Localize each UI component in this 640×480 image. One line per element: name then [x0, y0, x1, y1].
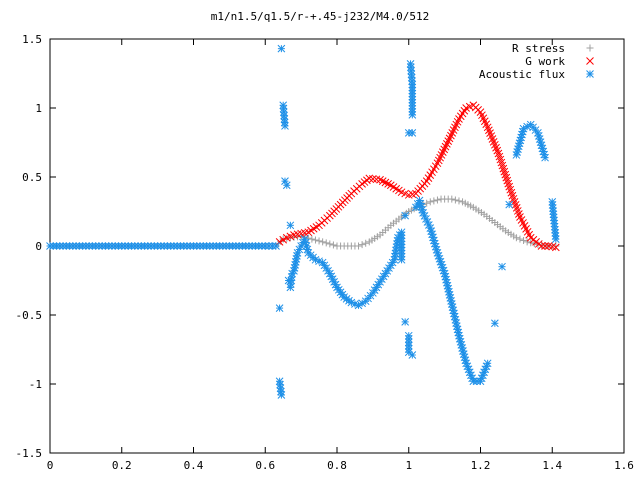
legend-label: G work [525, 55, 565, 68]
x-tick-label: 0.6 [255, 459, 275, 472]
data-point [426, 198, 434, 206]
data-point [489, 138, 498, 146]
data-point [520, 236, 528, 244]
data-point [433, 196, 441, 204]
data-point [286, 221, 295, 230]
data-point [490, 140, 499, 149]
data-point [329, 241, 337, 249]
data-point [318, 258, 327, 267]
data-point [322, 239, 330, 247]
data-point [291, 258, 300, 266]
x-tick-label: 1.2 [471, 459, 491, 472]
data-point [362, 239, 370, 247]
data-point [485, 126, 493, 135]
data-point [315, 257, 323, 266]
data-point [308, 235, 316, 243]
data-point [408, 111, 417, 119]
data-point [279, 235, 288, 244]
data-point [492, 143, 500, 152]
y-tick-label: 0 [35, 240, 42, 253]
legend-label: R stress [512, 42, 565, 55]
data-point [272, 242, 280, 250]
data-point [281, 122, 289, 130]
data-point [319, 238, 327, 246]
chart-title: m1/n1.5/q1.5/r-+.45-j232/M4.0/512 [211, 10, 430, 23]
x-tick-label: 1.4 [542, 459, 562, 472]
y-tick-label: 1.5 [22, 33, 42, 46]
data-point [493, 146, 502, 155]
data-point [505, 200, 514, 209]
data-point [277, 391, 286, 399]
data-point [275, 304, 284, 312]
y-tick-label: -0.5 [16, 309, 43, 322]
data-point [282, 181, 291, 190]
y-tick-label: -1.5 [16, 447, 43, 460]
data-point [408, 351, 417, 359]
data-point [401, 211, 410, 220]
data-point [311, 236, 319, 244]
x-tick-label: 1 [405, 459, 412, 472]
legend-marker [586, 44, 594, 52]
data-point [397, 255, 406, 264]
x-tick-label: 0.8 [327, 459, 347, 472]
data-point [326, 240, 334, 248]
series-acoustic-flux [46, 44, 560, 399]
x-tick-label: 0.2 [112, 459, 132, 472]
data-point [512, 234, 520, 242]
data-point [315, 237, 323, 245]
data-point [541, 242, 549, 250]
data-point [551, 243, 560, 252]
data-point [456, 337, 465, 346]
y-tick-label: 0.5 [22, 171, 42, 184]
data-point [358, 241, 366, 249]
legend-marker [586, 70, 594, 78]
data-point [401, 318, 410, 326]
data-point [488, 135, 497, 143]
data-point [537, 242, 546, 250]
data-point [430, 197, 438, 205]
data-point [487, 132, 496, 140]
y-tick-label: -1 [29, 378, 42, 391]
data-point [451, 196, 459, 204]
data-point [448, 195, 456, 203]
data-point [541, 153, 549, 162]
data-point [498, 262, 506, 271]
data-point [483, 359, 492, 368]
data-point [551, 235, 560, 243]
data-point [516, 235, 524, 243]
data-point [277, 44, 286, 53]
x-tick-label: 0.4 [184, 459, 204, 472]
x-tick-label: 0 [47, 459, 54, 472]
data-point [264, 242, 273, 250]
data-point [355, 242, 363, 250]
data-point [408, 128, 417, 137]
data-point [455, 197, 463, 205]
y-tick-label: 1 [35, 102, 42, 115]
data-point [445, 290, 454, 299]
data-point [486, 129, 494, 138]
data-point [523, 238, 531, 246]
x-tick-label: 1.6 [614, 459, 634, 472]
series-g-work [275, 101, 560, 252]
data-point [449, 306, 458, 315]
data-point [483, 123, 492, 132]
legend-label: Acoustic flux [479, 68, 565, 81]
data-point [490, 319, 499, 328]
legend-marker [586, 57, 594, 65]
